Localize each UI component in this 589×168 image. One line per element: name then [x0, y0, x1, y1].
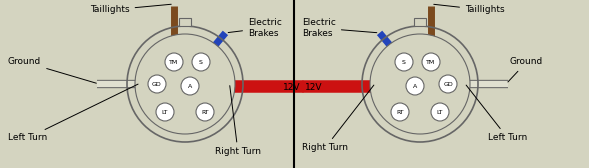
Text: S: S	[199, 59, 203, 65]
Circle shape	[135, 34, 235, 134]
Text: 12V: 12V	[283, 82, 300, 92]
Circle shape	[148, 75, 166, 93]
Text: Ground: Ground	[508, 57, 543, 82]
Circle shape	[395, 53, 413, 71]
Text: Electric
Brakes: Electric Brakes	[228, 18, 282, 38]
Text: RT: RT	[201, 110, 209, 115]
Text: A: A	[413, 83, 417, 89]
Text: GD: GD	[152, 81, 162, 87]
Text: RT: RT	[396, 110, 404, 115]
Circle shape	[370, 34, 470, 134]
Bar	[179, 18, 191, 26]
Text: Taillights: Taillights	[434, 4, 505, 14]
Circle shape	[431, 103, 449, 121]
Circle shape	[422, 53, 440, 71]
Bar	[414, 18, 426, 26]
Circle shape	[439, 75, 457, 93]
Text: TM: TM	[426, 59, 436, 65]
Text: TM: TM	[170, 59, 178, 65]
Text: Electric
Brakes: Electric Brakes	[302, 18, 377, 38]
Text: Right Turn: Right Turn	[215, 86, 261, 157]
Text: Ground: Ground	[8, 57, 97, 83]
Text: LT: LT	[437, 110, 444, 115]
Text: LT: LT	[162, 110, 168, 115]
Text: Left Turn: Left Turn	[8, 84, 138, 142]
Text: S: S	[402, 59, 406, 65]
Circle shape	[156, 103, 174, 121]
Text: Taillights: Taillights	[90, 4, 171, 14]
Circle shape	[391, 103, 409, 121]
Circle shape	[406, 77, 424, 95]
Circle shape	[165, 53, 183, 71]
Circle shape	[181, 77, 199, 95]
Text: Left Turn: Left Turn	[466, 85, 527, 142]
Text: Right Turn: Right Turn	[302, 85, 374, 153]
Circle shape	[192, 53, 210, 71]
Text: A: A	[188, 83, 192, 89]
Text: GD: GD	[443, 81, 453, 87]
Text: 12V: 12V	[305, 82, 323, 92]
Circle shape	[196, 103, 214, 121]
